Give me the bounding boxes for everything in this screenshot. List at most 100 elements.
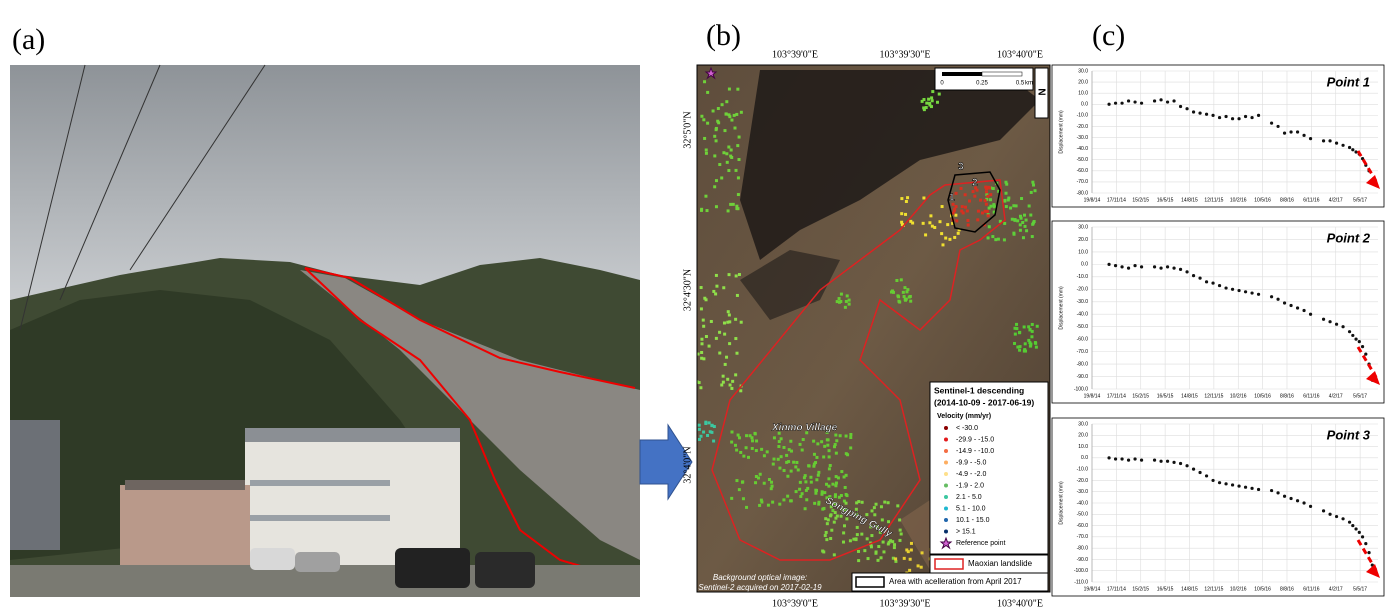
map-pixel <box>826 522 829 525</box>
map-pixel <box>739 389 742 392</box>
map-pixel <box>1018 331 1021 334</box>
map-pixel <box>700 351 703 354</box>
y-tick-label: -60.0 <box>1077 336 1089 342</box>
map-pixel <box>857 559 860 562</box>
map-pixel <box>1027 339 1030 342</box>
map-pixel <box>723 333 726 336</box>
data-point <box>1159 460 1162 463</box>
map-pixel <box>941 243 944 246</box>
data-point <box>1358 340 1361 343</box>
map-pixel <box>1007 197 1010 200</box>
data-point <box>1133 264 1136 267</box>
map-pixel <box>755 475 758 478</box>
data-point <box>1348 521 1351 524</box>
map-pixel <box>722 381 725 384</box>
map-pixel <box>794 465 797 468</box>
x-tick-label: 16/5/15 <box>1157 197 1174 203</box>
map-pixel <box>716 120 719 123</box>
map-pixel <box>845 435 848 438</box>
data-point <box>1341 517 1344 520</box>
data-point <box>1257 488 1260 491</box>
map-pixel <box>785 454 788 457</box>
data-point <box>1218 481 1221 484</box>
map-pixel <box>715 205 718 208</box>
map-pixel <box>1032 184 1035 187</box>
map-pixel <box>708 421 711 424</box>
map-pixel <box>922 222 925 225</box>
data-point <box>1218 284 1221 287</box>
map-pixel <box>736 144 739 147</box>
map-pixel <box>1014 333 1017 336</box>
map-pixel <box>860 533 863 536</box>
data-point <box>1361 345 1364 348</box>
map-pixel <box>814 492 817 495</box>
map-pixel <box>842 531 845 534</box>
map-pixel <box>909 558 912 561</box>
map-pixel <box>760 501 763 504</box>
legend-label: 2.1 - 5.0 <box>956 494 982 501</box>
data-point <box>1172 461 1175 464</box>
map-pixel <box>768 478 771 481</box>
map-pixel <box>1025 229 1028 232</box>
data-point <box>1351 148 1354 151</box>
map-pixel <box>738 273 741 276</box>
map-pixel <box>751 439 754 442</box>
data-point <box>1153 265 1156 268</box>
data-point <box>1140 459 1143 462</box>
legend-label: 5.1 - 10.0 <box>956 505 986 512</box>
map-pixel <box>904 299 907 302</box>
map-pixel <box>1014 218 1017 221</box>
map-pixel <box>737 434 740 437</box>
x-tick-label: 14/8/15 <box>1181 586 1198 592</box>
map-pixel <box>702 431 705 434</box>
map-pixel <box>902 291 905 294</box>
map-pixel <box>736 88 739 91</box>
map-pixel <box>871 509 874 512</box>
map-pixel <box>734 337 737 340</box>
map-pixel <box>799 443 802 446</box>
map-pixel <box>833 521 836 524</box>
map-pixel <box>964 206 967 209</box>
map-pixel <box>706 209 709 212</box>
map-pixel <box>820 440 823 443</box>
data-point <box>1309 313 1312 316</box>
x-tick-label: 10/5/16 <box>1254 586 1271 592</box>
map-pixel <box>953 236 956 239</box>
map-pixel <box>839 434 842 437</box>
map-pixel <box>827 477 830 480</box>
data-point <box>1348 146 1351 149</box>
map-pixel <box>1029 214 1032 217</box>
x-tick-label: 4/2/17 <box>1329 586 1343 592</box>
map-pixel <box>725 112 728 115</box>
map-pixel <box>698 381 701 384</box>
legend-label: -1.9 - 2.0 <box>956 482 984 489</box>
data-point <box>1341 144 1344 147</box>
map-pixel <box>735 169 738 172</box>
data-point <box>1211 114 1214 117</box>
map-pixel <box>909 295 912 298</box>
data-point <box>1185 107 1188 110</box>
map-pixel <box>801 492 804 495</box>
data-point <box>1296 130 1299 133</box>
y-tick-label: -10.0 <box>1077 113 1089 119</box>
map-pixel <box>790 470 793 473</box>
map-pixel <box>857 500 860 503</box>
map-pixel <box>778 503 781 506</box>
map-pixel <box>726 161 729 164</box>
data-point <box>1127 267 1130 270</box>
map-pixel <box>929 214 932 217</box>
map-pixel <box>814 489 817 492</box>
map-pixel <box>1034 341 1037 344</box>
map-pixel <box>988 225 991 228</box>
map-pixel <box>725 100 728 103</box>
data-point <box>1322 318 1325 321</box>
map-pixel <box>1003 238 1006 241</box>
map-pixel <box>1031 235 1034 238</box>
map-pixel <box>728 88 731 91</box>
map-pixel <box>940 232 943 235</box>
map-pixel <box>988 187 991 190</box>
map-pixel <box>1003 222 1006 225</box>
map-pixel <box>834 484 837 487</box>
map-pixel <box>813 502 816 505</box>
y-tick-label: -110.0 <box>1074 579 1088 585</box>
